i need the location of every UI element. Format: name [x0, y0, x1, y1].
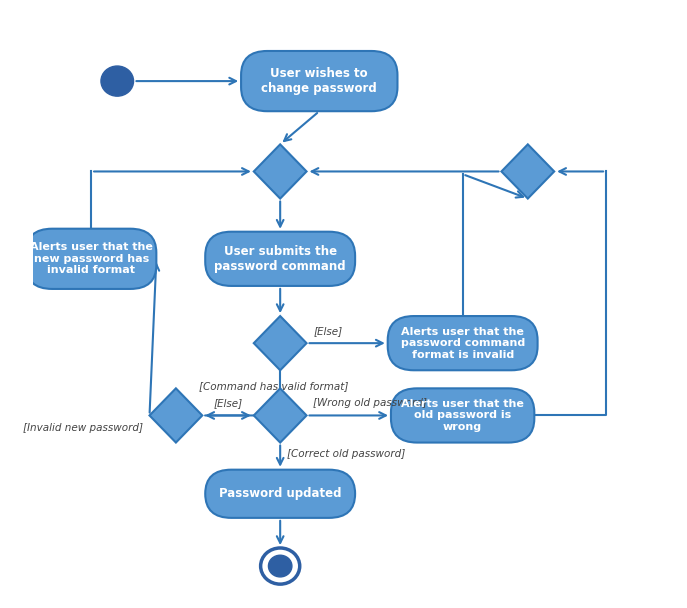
FancyBboxPatch shape — [241, 51, 398, 111]
FancyBboxPatch shape — [391, 389, 534, 443]
Text: [Wrong old password]: [Wrong old password] — [313, 398, 427, 407]
Circle shape — [101, 66, 133, 96]
Text: Alerts user that the
old password is
wrong: Alerts user that the old password is wro… — [401, 399, 524, 432]
Text: [Command has valid format]: [Command has valid format] — [199, 381, 348, 391]
Text: [Else]: [Else] — [214, 398, 243, 407]
Text: Alerts user that the
password command
format is invalid: Alerts user that the password command fo… — [401, 326, 525, 360]
Polygon shape — [502, 144, 554, 199]
Polygon shape — [254, 144, 306, 199]
Text: User submits the
password command: User submits the password command — [214, 245, 346, 273]
FancyBboxPatch shape — [205, 469, 355, 518]
Text: Password updated: Password updated — [219, 487, 341, 500]
Text: User wishes to
change password: User wishes to change password — [261, 67, 377, 95]
Polygon shape — [150, 389, 202, 443]
FancyBboxPatch shape — [387, 316, 538, 370]
FancyBboxPatch shape — [26, 229, 157, 289]
Circle shape — [260, 548, 300, 584]
Text: [Correct old password]: [Correct old password] — [286, 449, 405, 458]
Polygon shape — [254, 389, 306, 443]
Polygon shape — [254, 316, 306, 370]
Text: [Else]: [Else] — [313, 326, 342, 336]
FancyBboxPatch shape — [205, 232, 355, 286]
Text: [Invalid new password]: [Invalid new password] — [23, 423, 143, 434]
Text: Alerts user that the
new password has
invalid format: Alerts user that the new password has in… — [30, 242, 153, 275]
Circle shape — [269, 555, 292, 577]
